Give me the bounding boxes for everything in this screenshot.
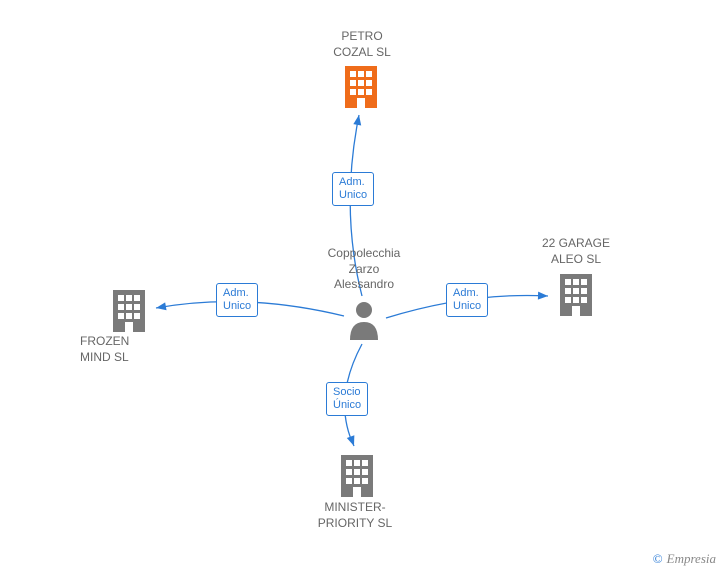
center-person-label: CoppolecchiaZarzoAlessandro (314, 246, 414, 293)
building-icon-minister-priority (337, 453, 377, 497)
watermark-text: Empresia (667, 551, 716, 566)
edge-label-22-garage-aleo: Adm.Unico (446, 283, 488, 317)
company-label-minister-priority: MINISTER-PRIORITY SL (300, 500, 410, 531)
edge-label-minister-priority: SocioÚnico (326, 382, 368, 416)
copyright-symbol: © (653, 551, 663, 566)
building-icon-petro-cozal (341, 64, 381, 108)
company-label-petro-cozal: PETROCOZAL SL (312, 29, 412, 60)
watermark: © Empresia (653, 551, 716, 567)
diagram-canvas: CoppolecchiaZarzoAlessandro PETROCOZAL S… (0, 0, 728, 575)
person-icon (347, 300, 381, 340)
edge-label-petro-cozal: Adm.Unico (332, 172, 374, 206)
company-label-22-garage-aleo: 22 GARAGEALEO SL (526, 236, 626, 267)
company-label-frozen-mind: FROZENMIND SL (80, 334, 170, 365)
building-icon-frozen-mind (109, 288, 149, 332)
edge-label-frozen-mind: Adm.Unico (216, 283, 258, 317)
building-icon-22-garage-aleo (556, 272, 596, 316)
